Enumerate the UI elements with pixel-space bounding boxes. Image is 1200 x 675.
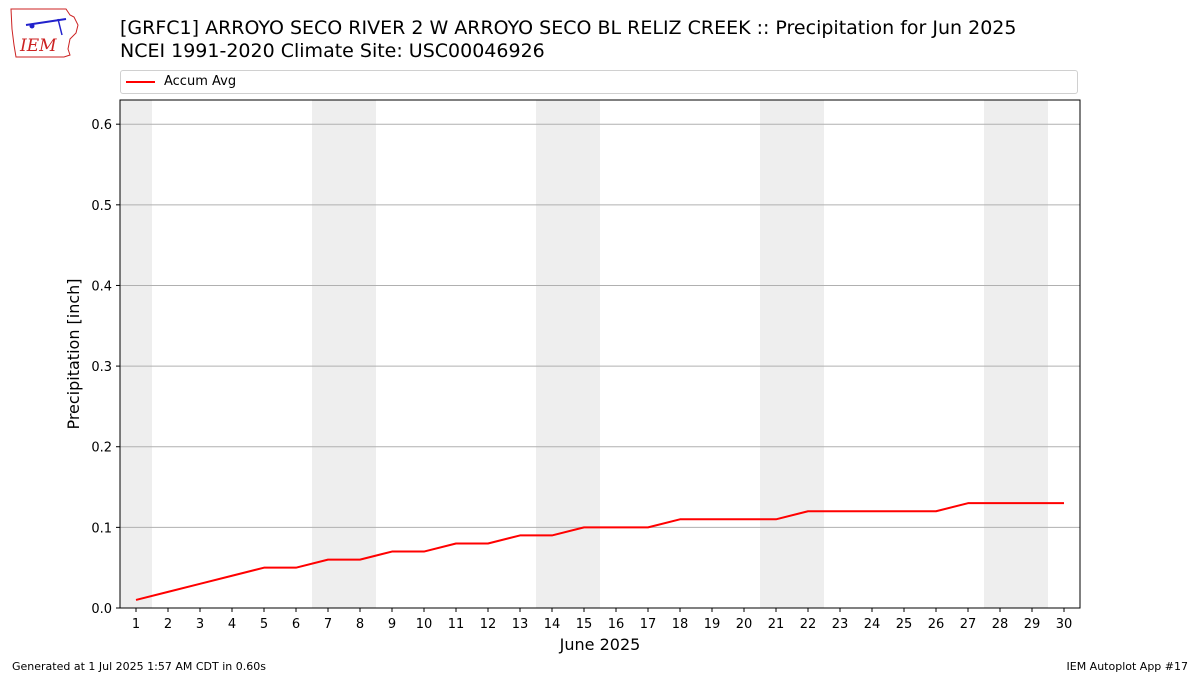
logo-text: IEM [19, 36, 57, 56]
y-tick-label: 0.4 [91, 279, 112, 294]
x-tick-label: 17 [640, 617, 657, 632]
x-tick-label: 19 [704, 617, 721, 632]
x-tick-label: 26 [928, 617, 945, 632]
x-tick-label: 2 [164, 617, 172, 632]
y-tick-label: 0.0 [91, 602, 112, 617]
x-tick-label: 24 [864, 617, 881, 632]
x-tick-label: 14 [544, 617, 561, 632]
chart-subtitle: NCEI 1991-2020 Climate Site: USC00046926 [120, 40, 545, 62]
x-tick-label: 7 [324, 617, 332, 632]
y-axis-label: Precipitation [inch] [64, 278, 83, 429]
x-tick-label: 15 [576, 617, 593, 632]
weekend-band [760, 100, 792, 608]
x-tick-label: 30 [1056, 617, 1073, 632]
x-tick-label: 3 [196, 617, 204, 632]
chart-title: [GRFC1] ARROYO SECO RIVER 2 W ARROYO SEC… [120, 17, 1017, 39]
x-axis-label: June 2025 [559, 635, 641, 654]
weekend-band [536, 100, 568, 608]
y-tick-label: 0.3 [91, 360, 112, 375]
x-tick-label: 16 [608, 617, 625, 632]
legend-swatch-accum-avg [126, 81, 155, 83]
x-tick-label: 4 [228, 617, 236, 632]
weekend-band [792, 100, 824, 608]
weekend-band [312, 100, 344, 608]
x-tick-label: 22 [800, 617, 817, 632]
x-tick-label: 21 [768, 617, 785, 632]
y-tick-label: 0.2 [91, 441, 112, 456]
x-tick-label: 29 [1024, 617, 1041, 632]
plot-frame [119, 99, 1081, 609]
x-tick-label: 25 [896, 617, 913, 632]
y-tick-label: 0.1 [91, 521, 112, 536]
legend-label-accum-avg: Accum Avg [164, 74, 237, 89]
x-tick-label: 10 [416, 617, 433, 632]
y-tick-label: 0.5 [91, 199, 112, 214]
weekend-band [120, 100, 152, 608]
x-tick-label: 18 [672, 617, 689, 632]
legend: Accum Avg [120, 70, 1078, 94]
x-tick-label: 23 [832, 617, 849, 632]
iowa-outline-icon [10, 8, 79, 58]
x-tick-label: 9 [388, 617, 396, 632]
generated-timestamp: Generated at 1 Jul 2025 1:57 AM CDT in 0… [12, 660, 266, 673]
x-tick-label: 13 [512, 617, 529, 632]
x-tick-label: 11 [448, 617, 465, 632]
x-tick-label: 1 [132, 617, 140, 632]
x-tick-label: 20 [736, 617, 753, 632]
x-tick-label: 27 [960, 617, 977, 632]
weekend-band [568, 100, 600, 608]
y-tick-label: 0.6 [91, 118, 112, 133]
weekend-band [1016, 100, 1048, 608]
x-tick-label: 8 [356, 617, 364, 632]
weekend-band [984, 100, 1016, 608]
series-line-accum-avg [135, 502, 1064, 601]
x-tick-label: 6 [292, 617, 300, 632]
x-tick-label: 12 [480, 617, 497, 632]
iem-logo: IEM [10, 8, 79, 58]
x-tick-label: 28 [992, 617, 1009, 632]
app-credit: IEM Autoplot App #17 [1066, 660, 1189, 673]
weekend-band [344, 100, 376, 608]
x-tick-label: 5 [260, 617, 268, 632]
